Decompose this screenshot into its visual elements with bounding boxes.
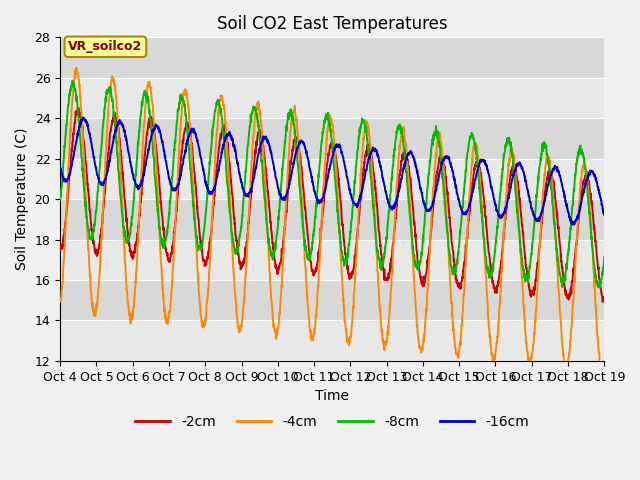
Line: -16cm: -16cm — [60, 118, 604, 225]
Line: -2cm: -2cm — [60, 108, 604, 302]
-8cm — [56, 197, 64, 203]
-16cm — [307, 169, 314, 175]
-8cm — [485, 268, 493, 274]
-16cm — [600, 212, 608, 218]
Title: Soil CO2 East Temperatures: Soil CO2 East Temperatures — [217, 15, 447, 33]
Bar — [60, 37, 604, 78]
-2cm — [485, 251, 493, 256]
-2cm — [584, 178, 592, 183]
-4cm — [84, 246, 92, 252]
Line: -4cm: -4cm — [60, 68, 604, 372]
Bar — [60, 280, 604, 321]
-2cm — [600, 296, 608, 302]
-2cm — [56, 247, 64, 253]
-4cm — [56, 299, 64, 304]
-16cm — [485, 171, 493, 177]
Bar — [60, 118, 604, 159]
-8cm — [600, 254, 608, 260]
Line: -8cm: -8cm — [60, 81, 604, 288]
-4cm — [585, 189, 593, 194]
-4cm — [321, 158, 329, 164]
-4cm — [73, 65, 81, 71]
-4cm — [485, 325, 493, 331]
-8cm — [596, 285, 604, 290]
-2cm — [321, 189, 329, 194]
-2cm — [307, 259, 314, 265]
-2cm — [585, 180, 593, 185]
Text: VR_soilco2: VR_soilco2 — [68, 40, 143, 53]
-16cm — [585, 173, 593, 179]
-2cm — [84, 186, 92, 192]
-8cm — [584, 202, 592, 207]
-2cm — [74, 105, 82, 110]
-8cm — [68, 78, 76, 84]
-8cm — [585, 203, 593, 208]
-8cm — [321, 117, 329, 123]
X-axis label: Time: Time — [316, 389, 349, 403]
-16cm — [84, 126, 92, 132]
Bar — [60, 199, 604, 240]
-2cm — [599, 299, 607, 305]
-4cm — [600, 367, 608, 372]
-16cm — [321, 188, 329, 193]
-4cm — [584, 188, 592, 193]
-16cm — [79, 115, 87, 120]
-4cm — [307, 327, 314, 333]
Y-axis label: Soil Temperature (C): Soil Temperature (C) — [15, 128, 29, 270]
-8cm — [84, 223, 92, 229]
-16cm — [56, 165, 64, 170]
Legend: -2cm, -4cm, -8cm, -16cm: -2cm, -4cm, -8cm, -16cm — [130, 410, 535, 435]
-16cm — [568, 222, 576, 228]
-16cm — [585, 170, 593, 176]
-8cm — [307, 252, 314, 258]
-4cm — [598, 369, 606, 374]
